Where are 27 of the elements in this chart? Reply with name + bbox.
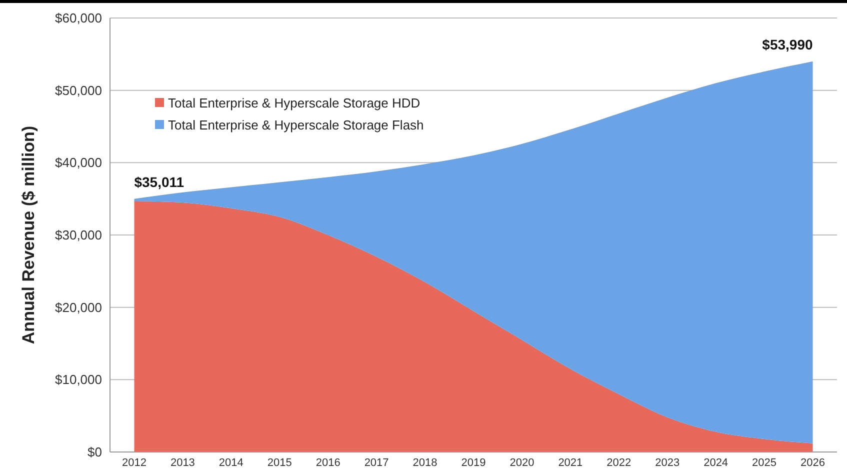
x-tick-label: 2019 bbox=[461, 457, 486, 469]
y-tick-label: $30,000 bbox=[55, 228, 102, 243]
y-tick-label: $60,000 bbox=[55, 10, 102, 26]
x-tick-label: 2014 bbox=[218, 457, 244, 469]
x-tick-label: 2018 bbox=[412, 457, 438, 469]
x-tick-label: 2022 bbox=[606, 457, 632, 469]
x-tick-label: 2025 bbox=[752, 457, 777, 469]
annotation: $53,990 bbox=[762, 36, 813, 52]
x-tick-label: 2026 bbox=[800, 457, 826, 469]
x-tick-label: 2016 bbox=[316, 457, 340, 469]
annotation: $35,011 bbox=[134, 174, 184, 190]
x-tick-label: 2015 bbox=[267, 457, 292, 469]
y-tick-label: $0 bbox=[88, 444, 102, 460]
x-tick-label: 2012 bbox=[122, 457, 146, 469]
legend-label: Total Enterprise & Hyperscale Storage Flash bbox=[168, 118, 424, 133]
x-tick-label: 2023 bbox=[655, 457, 680, 469]
y-axis-title: Annual Revenue ($ million) bbox=[19, 126, 38, 344]
x-tick-label: 2021 bbox=[558, 457, 583, 469]
y-tick-label: $10,000 bbox=[55, 372, 102, 388]
x-tick-label: 2013 bbox=[170, 457, 195, 469]
y-tick-label: $50,000 bbox=[55, 82, 102, 98]
x-tick-label: 2020 bbox=[510, 457, 534, 469]
legend-label: Total Enterprise & Hyperscale Storage HDD bbox=[168, 96, 420, 111]
x-tick-label: 2024 bbox=[704, 457, 728, 469]
y-tick-label: $20,000 bbox=[55, 300, 102, 315]
x-tick-label: 2017 bbox=[364, 457, 389, 469]
y-tick-label: $40,000 bbox=[55, 155, 102, 170]
